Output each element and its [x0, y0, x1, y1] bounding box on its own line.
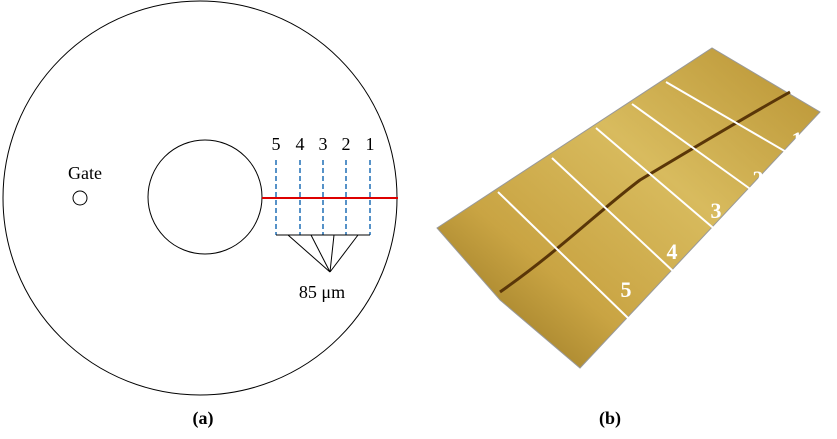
spacing-label: 85 μm [299, 282, 345, 302]
line-label: 3 [319, 134, 328, 154]
scan-label: 3 [711, 198, 722, 223]
scan-label: 5 [621, 277, 632, 302]
pointer [330, 235, 358, 272]
pointer [311, 235, 330, 272]
inner-circle [148, 140, 262, 254]
line-label: 2 [342, 134, 351, 154]
scan-label: 2 [753, 166, 764, 191]
line-label: 1 [366, 134, 375, 154]
pointer [288, 235, 330, 272]
line-label: 5 [272, 134, 281, 154]
panel-a: Gate 5 4 3 2 1 85 μm (a) [3, 1, 398, 429]
caption: (b) [599, 408, 621, 429]
spacing-pointer [276, 235, 370, 272]
surface [437, 48, 820, 368]
line-label: 4 [296, 134, 305, 154]
gate-label: Gate [68, 163, 102, 183]
page: Gate 5 4 3 2 1 85 μm (a) [0, 0, 837, 439]
line-labels: 5 4 3 2 1 [272, 134, 375, 154]
pointer [330, 235, 334, 272]
figure: Gate 5 4 3 2 1 85 μm (a) [0, 0, 837, 439]
caption: (a) [193, 408, 214, 429]
scan-label: 4 [667, 239, 678, 264]
panel-b: 1 2 3 4 5 (b) [437, 48, 820, 429]
gate-circle [73, 191, 87, 205]
scan-label: 1 [792, 127, 803, 152]
